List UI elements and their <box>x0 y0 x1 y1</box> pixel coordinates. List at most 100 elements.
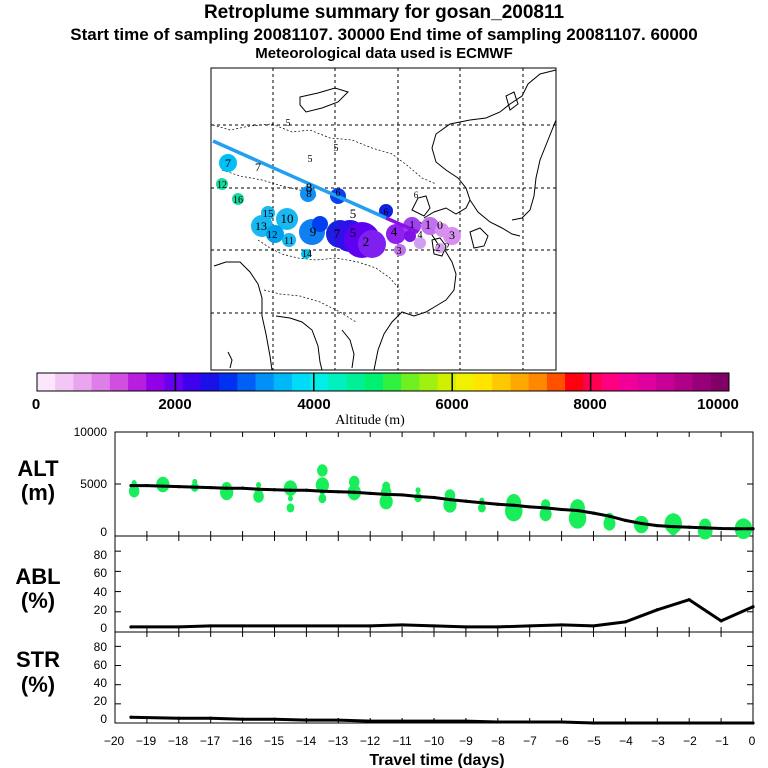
str-data-point <box>464 719 468 723</box>
colorbar-tick-10000: 10000 <box>697 396 739 413</box>
alt-data-point <box>671 525 675 529</box>
colorbar-cell <box>200 373 220 391</box>
plume-label: 11 <box>284 236 294 247</box>
colorbar-cell <box>164 373 184 391</box>
plume-time-labels: 7 7 12 16 15 13 12 10 11 14 9 8 8 7 6 5 … <box>217 118 455 260</box>
plume-marker <box>232 193 244 205</box>
x-tick-label: −5 <box>587 734 601 748</box>
altitude-colorbar: 0 2000 4000 6000 8000 10000 Altitude (m) <box>32 372 739 428</box>
alt-scatter-point <box>539 507 552 522</box>
str-data-point <box>368 719 372 723</box>
alt-data-point <box>751 527 755 531</box>
alt-scatter-point <box>318 493 327 504</box>
plume-track-line <box>212 139 387 220</box>
colorbar-cell <box>383 373 402 391</box>
str-data-point <box>591 721 596 725</box>
colorbar-tick-0: 0 <box>32 396 40 413</box>
map-panel: 7 7 12 16 15 13 12 10 11 14 9 8 8 7 6 5 … <box>210 67 557 371</box>
colorbar-cell <box>656 373 675 391</box>
str-data-point <box>432 719 436 723</box>
plume-marker <box>414 237 426 249</box>
colorbar-cell <box>273 373 293 391</box>
plume-label: 12 <box>217 180 227 191</box>
alt-scatter-point <box>253 490 264 503</box>
colorbar-cell <box>674 373 693 391</box>
str-data-point <box>400 719 404 723</box>
met-data-line: Meteorological data used is ECMWF <box>255 45 513 62</box>
str-ytick: 0 <box>100 712 107 726</box>
plume-label: 0 <box>437 218 443 232</box>
colorbar-cell <box>346 373 366 391</box>
alt-data-point <box>352 490 356 494</box>
str-data-point <box>528 720 532 724</box>
alt-unit: (m) <box>21 480 55 505</box>
x-tick-label: 0 <box>749 734 756 748</box>
x-tick-label: −14 <box>296 734 317 748</box>
str-data-point <box>336 718 340 722</box>
plume-marker <box>394 244 406 256</box>
colorbar-cell <box>73 373 93 391</box>
alt-label: ALT <box>17 456 59 481</box>
str-panel-frame <box>114 631 754 724</box>
colorbar-cell <box>619 373 639 391</box>
colorbar-cell <box>583 373 602 391</box>
colorbar-cell <box>291 373 311 391</box>
plume-label: 13 <box>255 219 267 233</box>
alt-scatter-point <box>317 464 328 477</box>
str-data-point <box>719 721 723 725</box>
abl-data-point <box>129 625 133 629</box>
x-tick-label: −19 <box>136 734 157 748</box>
plume-label: 12 <box>267 229 278 241</box>
plume-label: 3 <box>449 228 455 242</box>
x-tick-label: −4 <box>619 734 633 748</box>
abl-label: ABL <box>15 564 60 589</box>
colorbar-outline <box>36 372 730 392</box>
abl-panel-frame <box>114 535 754 633</box>
abl-data-point <box>304 624 308 628</box>
abl-data-point <box>623 620 628 624</box>
colorbar-cell <box>55 373 74 391</box>
plume-markers <box>212 139 461 259</box>
str-ytick: 60 <box>94 658 108 672</box>
x-tick-label: −11 <box>392 734 412 748</box>
x-tick-label: −17 <box>200 734 221 748</box>
abl-ytick: 0 <box>100 621 107 635</box>
x-tick-label: −16 <box>232 734 253 748</box>
x-tick-label: −10 <box>424 734 445 748</box>
colorbar-cell <box>692 373 712 391</box>
alt-data-point <box>703 526 707 530</box>
colorbar-cell <box>710 373 730 391</box>
alt-data-point <box>256 487 261 491</box>
x-tick-label: −3 <box>651 734 665 748</box>
alt-scatter-point <box>255 482 262 489</box>
abl-ytick: 40 <box>94 585 108 599</box>
colorbar-cell <box>637 373 657 391</box>
abl-data-point <box>751 605 755 609</box>
colorbar-cell <box>109 373 129 391</box>
abl-y-tick-labels: 0 20 40 60 80 <box>94 548 108 635</box>
str-unit: (%) <box>21 672 55 697</box>
colorbar-cell <box>364 373 384 391</box>
plume-label: 10 <box>281 211 294 226</box>
alt-data-point <box>480 501 484 505</box>
plume-label: 6 <box>384 207 389 217</box>
borders <box>212 123 437 323</box>
alt-data-point <box>448 498 452 502</box>
alt-data-point <box>735 527 739 531</box>
alt-data-point <box>687 525 691 529</box>
sampling-time-line: Start time of sampling 20081107. 30000 E… <box>70 25 698 44</box>
plume-marker <box>266 225 284 243</box>
alt-scatter-point <box>697 522 713 540</box>
alt-data-point <box>544 506 548 510</box>
str-data-point <box>177 716 181 720</box>
x-axis-label: Travel time (days) <box>369 752 504 768</box>
colorbar-cell <box>492 373 511 391</box>
alt-scatter-point <box>415 487 421 494</box>
x-tick-label: −13 <box>328 734 349 748</box>
plume-marker <box>216 178 228 190</box>
plume-marker <box>358 230 386 258</box>
plume-label: 14 <box>302 249 312 260</box>
alt-data-point <box>416 494 420 499</box>
x-tick-label: −12 <box>360 734 381 748</box>
